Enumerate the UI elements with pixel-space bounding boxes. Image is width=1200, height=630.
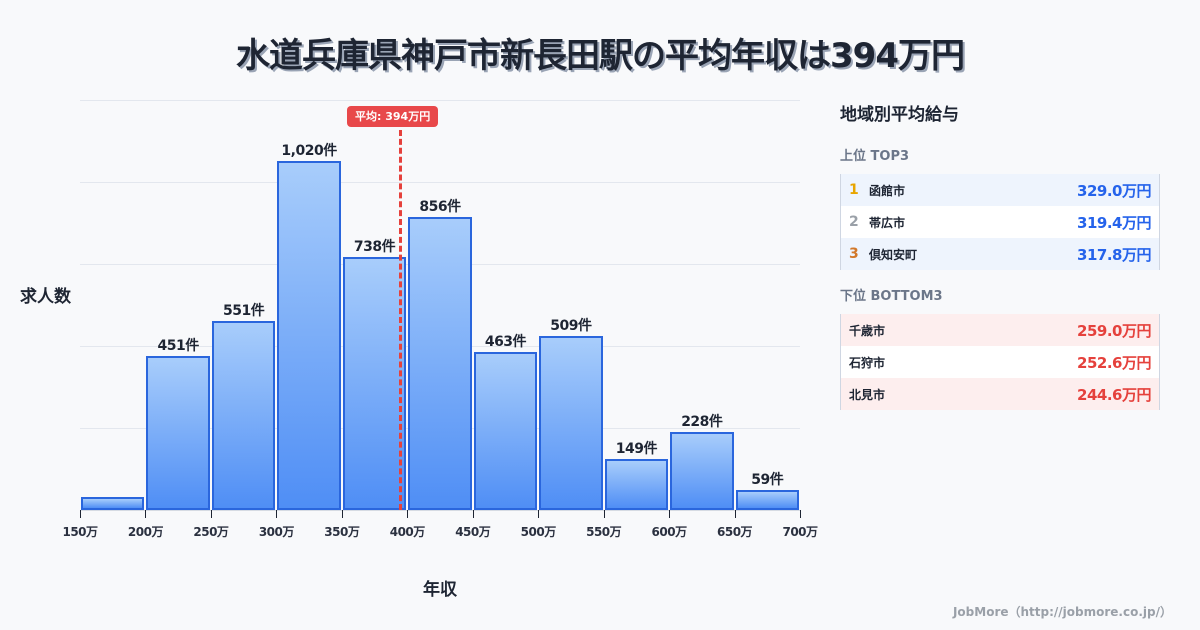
region-salary: 329.0万円 (1077, 181, 1151, 200)
x-tick-label: 650万 (717, 525, 753, 539)
x-tick-mark (210, 510, 212, 518)
bar-value-label: 228件 (681, 414, 723, 430)
x-tick-mark (734, 510, 736, 518)
histogram-bar (473, 352, 538, 510)
histogram-bar (604, 459, 669, 510)
region-salary: 317.8万円 (1077, 245, 1151, 264)
histogram-bar (211, 321, 276, 510)
x-tick-label: 300万 (258, 525, 295, 539)
x-tick-label: 550万 (586, 525, 622, 539)
page-title: 水道兵庫県神戸市新長田駅の平均年収は394万円 (236, 36, 965, 76)
x-tick-label: 150万 (62, 525, 98, 539)
region-name: 倶知安町 (869, 247, 918, 262)
region-name: 千歳市 (849, 323, 886, 338)
histogram-bar (81, 497, 145, 510)
x-axis-line (80, 510, 800, 511)
rank-number: 3 (849, 246, 859, 262)
panel-title: 地域別平均給与 (840, 105, 959, 125)
rank-number: 1 (849, 182, 859, 198)
x-tick-label: 500万 (520, 525, 557, 539)
histogram-bar (735, 490, 799, 510)
x-tick-mark (603, 510, 605, 518)
region-salary: 244.6万円 (1077, 385, 1151, 404)
footer-credit: JobMore（http://jobmore.co.jp/） (952, 605, 1172, 619)
region-salary: 252.6万円 (1077, 353, 1151, 372)
y-axis-label: 求人数 (20, 287, 71, 307)
region-name: 石狩市 (849, 355, 886, 370)
x-tick-mark (669, 510, 671, 518)
histogram-bar (342, 257, 407, 510)
gridline (80, 182, 800, 183)
top3-row: 2 帯広市 319.4万円 (841, 206, 1159, 238)
top3-row: 3 倶知安町 317.8万円 (841, 238, 1159, 270)
x-tick-mark (276, 510, 278, 518)
region-name: 帯広市 (869, 215, 906, 230)
histogram-bar (146, 356, 210, 510)
bar-value-label: 509件 (550, 318, 592, 334)
histogram-bar (277, 161, 341, 510)
x-tick-mark (341, 510, 343, 518)
bar-value-label: 551件 (223, 303, 265, 319)
region-salary: 319.4万円 (1077, 213, 1151, 232)
x-tick-mark (472, 510, 474, 518)
x-tick-label: 700万 (782, 525, 818, 539)
histogram-bar (670, 432, 734, 510)
x-tick-mark (538, 510, 540, 518)
bar-value-label: 149件 (615, 441, 658, 457)
bottom3-row: 千歳市 259.0万円 (841, 314, 1159, 346)
bar-value-label: 738件 (353, 239, 396, 255)
x-tick-label: 200万 (127, 525, 164, 539)
x-tick-label: 600万 (651, 525, 688, 539)
x-tick-label: 400万 (389, 525, 426, 539)
rank-number: 2 (849, 214, 859, 230)
average-badge: 平均: 394万円 (347, 106, 439, 127)
bottom3-heading: 下位 BOTTOM3 (840, 289, 943, 304)
region-name: 北見市 (849, 387, 886, 402)
x-tick-mark (800, 510, 801, 518)
regional-salary-panel: 地域別平均給与 上位 TOP3 1 函館市 329.0万円 2 帯広市 319.… (840, 100, 1160, 410)
histogram-bar (539, 336, 603, 510)
top3-row: 1 函館市 329.0万円 (841, 174, 1159, 206)
x-tick-mark (145, 510, 147, 518)
bottom3-table: 千歳市 259.0万円 石狩市 252.6万円 北見市 244.6万円 (840, 314, 1160, 410)
average-line (399, 130, 402, 510)
bar-value-label: 451件 (157, 338, 200, 354)
bottom3-row: 北見市 244.6万円 (841, 378, 1159, 410)
bottom3-row: 石狩市 252.6万円 (841, 346, 1159, 378)
x-axis-label: 年収 (423, 580, 457, 600)
top3-heading: 上位 TOP3 (840, 149, 910, 164)
x-tick-label: 450万 (455, 525, 491, 539)
x-tick-mark (407, 510, 409, 518)
bar-value-label: 59件 (751, 472, 784, 488)
bar-value-label: 856件 (419, 199, 461, 215)
top3-table: 1 函館市 329.0万円 2 帯広市 319.4万円 3 倶知安町 317.8… (840, 174, 1160, 270)
bar-value-label: 1,020件 (281, 143, 337, 159)
region-salary: 259.0万円 (1077, 321, 1151, 340)
x-tick-label: 350万 (324, 525, 360, 539)
histogram-chart: 求人数 年収 451件 551件 1,020件 738件 856件 463件 509件 149… (20, 100, 818, 600)
bar-value-label: 463件 (484, 334, 527, 350)
gridline (80, 100, 800, 101)
region-name: 函館市 (869, 183, 906, 198)
x-tick-mark (80, 510, 81, 518)
histogram-bar (408, 217, 472, 510)
x-tick-label: 250万 (193, 525, 229, 539)
